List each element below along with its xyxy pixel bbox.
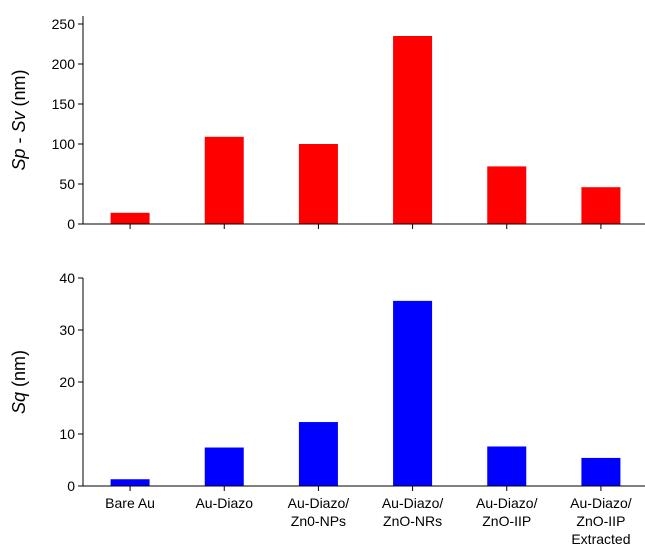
bar-sp-sv-3 — [393, 36, 433, 224]
x-category-label: Bare Au — [105, 495, 155, 511]
y-tick-label: 150 — [52, 96, 76, 112]
y-tick-label: 50 — [59, 176, 75, 192]
y-tick-label: 40 — [59, 270, 75, 286]
y-tick-label: 0 — [67, 216, 75, 232]
bar-sq-0 — [110, 479, 150, 486]
bar-sp-sv-4 — [487, 166, 527, 224]
bottom-panel-sq: 0 10 20 30 40 Bare Au Au-Diazo Au-Diazo/Zn0-NPs… — [9, 270, 645, 547]
x-category-label: Au-Diazo/ZnO-NRs — [382, 495, 444, 529]
y-tick-label: 10 — [59, 426, 75, 442]
x-category-label: Au-Diazo/ZnO-IIP Extracted — [570, 495, 632, 547]
bar-sp-sv-0 — [110, 212, 150, 224]
bar-sp-sv-2 — [298, 144, 338, 224]
bar-sp-sv-1 — [204, 136, 244, 224]
y-tick-label: 250 — [52, 16, 76, 32]
x-category-label: Au-Diazo/ZnO-IIP — [476, 495, 538, 529]
y-tick-label: 100 — [52, 136, 76, 152]
y-tick-label: 20 — [59, 374, 75, 390]
y-tick-label: 0 — [67, 478, 75, 494]
bar-sq-4 — [487, 446, 527, 486]
bar-sq-5 — [581, 457, 621, 486]
bar-sq-1 — [204, 447, 244, 486]
bar-sp-sv-5 — [581, 187, 621, 224]
y-axis-title: Sq (nm) — [9, 350, 29, 414]
y-axis-title: Sp - Sv (nm) — [9, 69, 29, 170]
y-tick-label: 30 — [59, 322, 75, 338]
top-panel-sp-sv: 0 50 100 150 200 250 Sp - Sv (nm) — [9, 16, 645, 232]
x-category-label: Au-Diazo/Zn0-NPs — [288, 495, 350, 529]
bar-sq-2 — [298, 422, 338, 486]
bar-sq-3 — [393, 300, 433, 486]
y-tick-label: 200 — [52, 56, 76, 72]
x-category-label: Au-Diazo — [195, 495, 253, 511]
